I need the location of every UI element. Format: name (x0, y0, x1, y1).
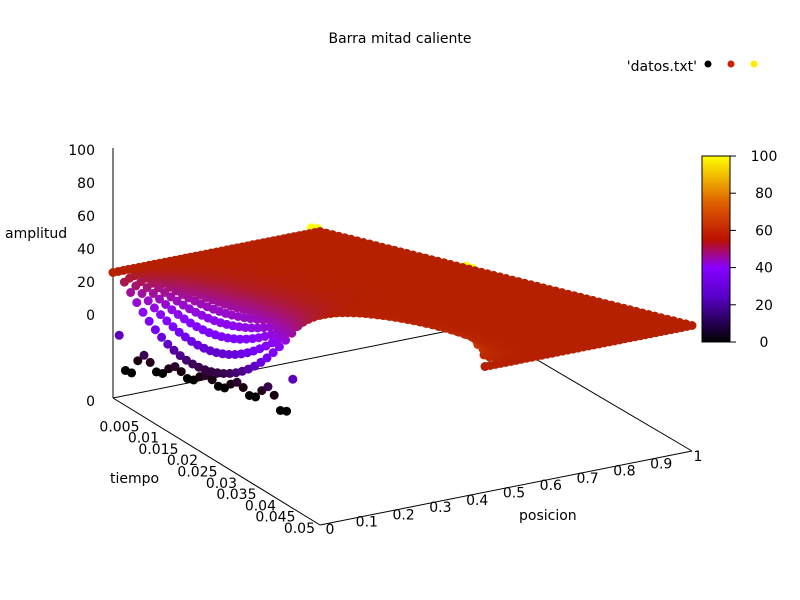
z-tick-label: 40 (77, 242, 95, 258)
y-tick-label: 0.045 (255, 510, 295, 526)
x-tick-label: 0.3 (429, 500, 451, 516)
x-tick-label: 0.6 (540, 478, 562, 494)
surface-point (132, 298, 142, 308)
surface-point (224, 350, 234, 359)
tick-labels: 02040608010000.0050.010.0150.020.0250.03… (68, 143, 702, 538)
z-tick-label: 20 (77, 275, 95, 291)
y-axis-line (112, 397, 321, 526)
back-floor-edge (112, 324, 479, 399)
x-axis-label: posicion (519, 508, 577, 524)
surface-point (288, 374, 298, 384)
surface-point (150, 325, 160, 335)
surface-point (133, 356, 143, 366)
x-tick-label: 0 (326, 522, 335, 538)
surface-point (114, 330, 124, 340)
surface-point (687, 321, 697, 330)
colorbar-ticks: 0 20 40 60 80 100 (730, 149, 777, 351)
surface-point (262, 353, 272, 363)
surface-point (207, 375, 217, 385)
surface-point (162, 316, 172, 326)
colorbar: 0 20 40 60 80 100 (701, 149, 777, 351)
surface-point (126, 288, 136, 297)
y-tick-label: 0.015 (138, 442, 178, 458)
y-tick-label: 0.03 (206, 476, 237, 492)
surface-point (232, 377, 242, 387)
z-tick-label: 0 (86, 308, 95, 324)
surface-point (247, 323, 256, 333)
surface-point (176, 367, 186, 377)
y-tick-label: 0.05 (284, 521, 315, 537)
x-tick-label: 0.4 (466, 493, 488, 509)
surface-point (268, 348, 278, 358)
legend-marker (727, 60, 735, 68)
x-tick-label: 0.9 (650, 456, 672, 472)
colorbar-tick-label: 40 (755, 261, 773, 277)
surface-point (282, 406, 292, 416)
surface-point (256, 357, 266, 367)
x-axis-line (319, 450, 693, 526)
surface-point (167, 305, 177, 315)
y-tick-label: 0.04 (245, 498, 276, 514)
surface-point (155, 294, 164, 304)
surface-point (127, 368, 137, 378)
surface-point (139, 350, 149, 360)
z-axis-label: amplitud (5, 226, 67, 242)
x-tick-label: 0.8 (613, 464, 635, 480)
surface-point (157, 332, 167, 342)
legend-marker (750, 60, 758, 68)
colorbar-tick-label: 80 (755, 186, 773, 202)
x-tick-label: 0.5 (503, 486, 525, 502)
y-tick-label: 0.035 (216, 487, 256, 503)
x-tick-label: 0.2 (392, 507, 414, 523)
legend: 'datos.txt' (627, 59, 758, 75)
surface-point (174, 327, 184, 337)
surface-point (144, 316, 154, 326)
colorbar-tick-label: 60 (755, 223, 773, 239)
y-tick-label: 0.02 (167, 453, 198, 469)
surface-point (149, 303, 159, 313)
legend-marker (704, 60, 712, 68)
colorbar-gradient (701, 155, 731, 343)
y-tick-label: 0.005 (99, 419, 139, 435)
x-tick-label: 0.1 (356, 515, 378, 531)
x-tick-label: 1 (694, 449, 703, 465)
chart-title: Barra mitad caliente (328, 31, 471, 47)
z-tick-label: 60 (77, 209, 95, 225)
colorbar-tick-label: 100 (751, 149, 778, 165)
z-tick-label: 100 (68, 143, 95, 159)
y-tick-label: 0.01 (128, 431, 159, 447)
y-tick-label: 0.025 (177, 465, 217, 481)
colorbar-tick-label: 0 (760, 335, 769, 351)
z-tick-label: 80 (77, 176, 95, 192)
surface-point (158, 369, 168, 378)
surface-point (145, 357, 155, 367)
surface-point (143, 296, 153, 306)
surface-point (169, 345, 179, 355)
surface-point (175, 351, 185, 361)
surface-point (274, 342, 284, 352)
surface-point (269, 390, 279, 400)
surface-point (238, 383, 248, 392)
legend-markers (704, 60, 758, 68)
surface-point (156, 310, 166, 320)
surface-points (108, 223, 697, 416)
surface-point (168, 322, 178, 332)
surface-point (170, 362, 180, 372)
surface-point (163, 339, 173, 349)
surface-point (251, 392, 261, 402)
surface-point (137, 289, 147, 298)
surface-point (138, 307, 148, 317)
surface-point (263, 382, 273, 392)
surface-point (161, 300, 171, 309)
x-tick-label: 0.7 (576, 471, 598, 487)
colorbar-tick-label: 20 (755, 298, 773, 314)
legend-label: 'datos.txt' (627, 59, 697, 75)
z-tick-label: 0 (86, 394, 95, 410)
y-axis-label: tiempo (110, 471, 159, 487)
